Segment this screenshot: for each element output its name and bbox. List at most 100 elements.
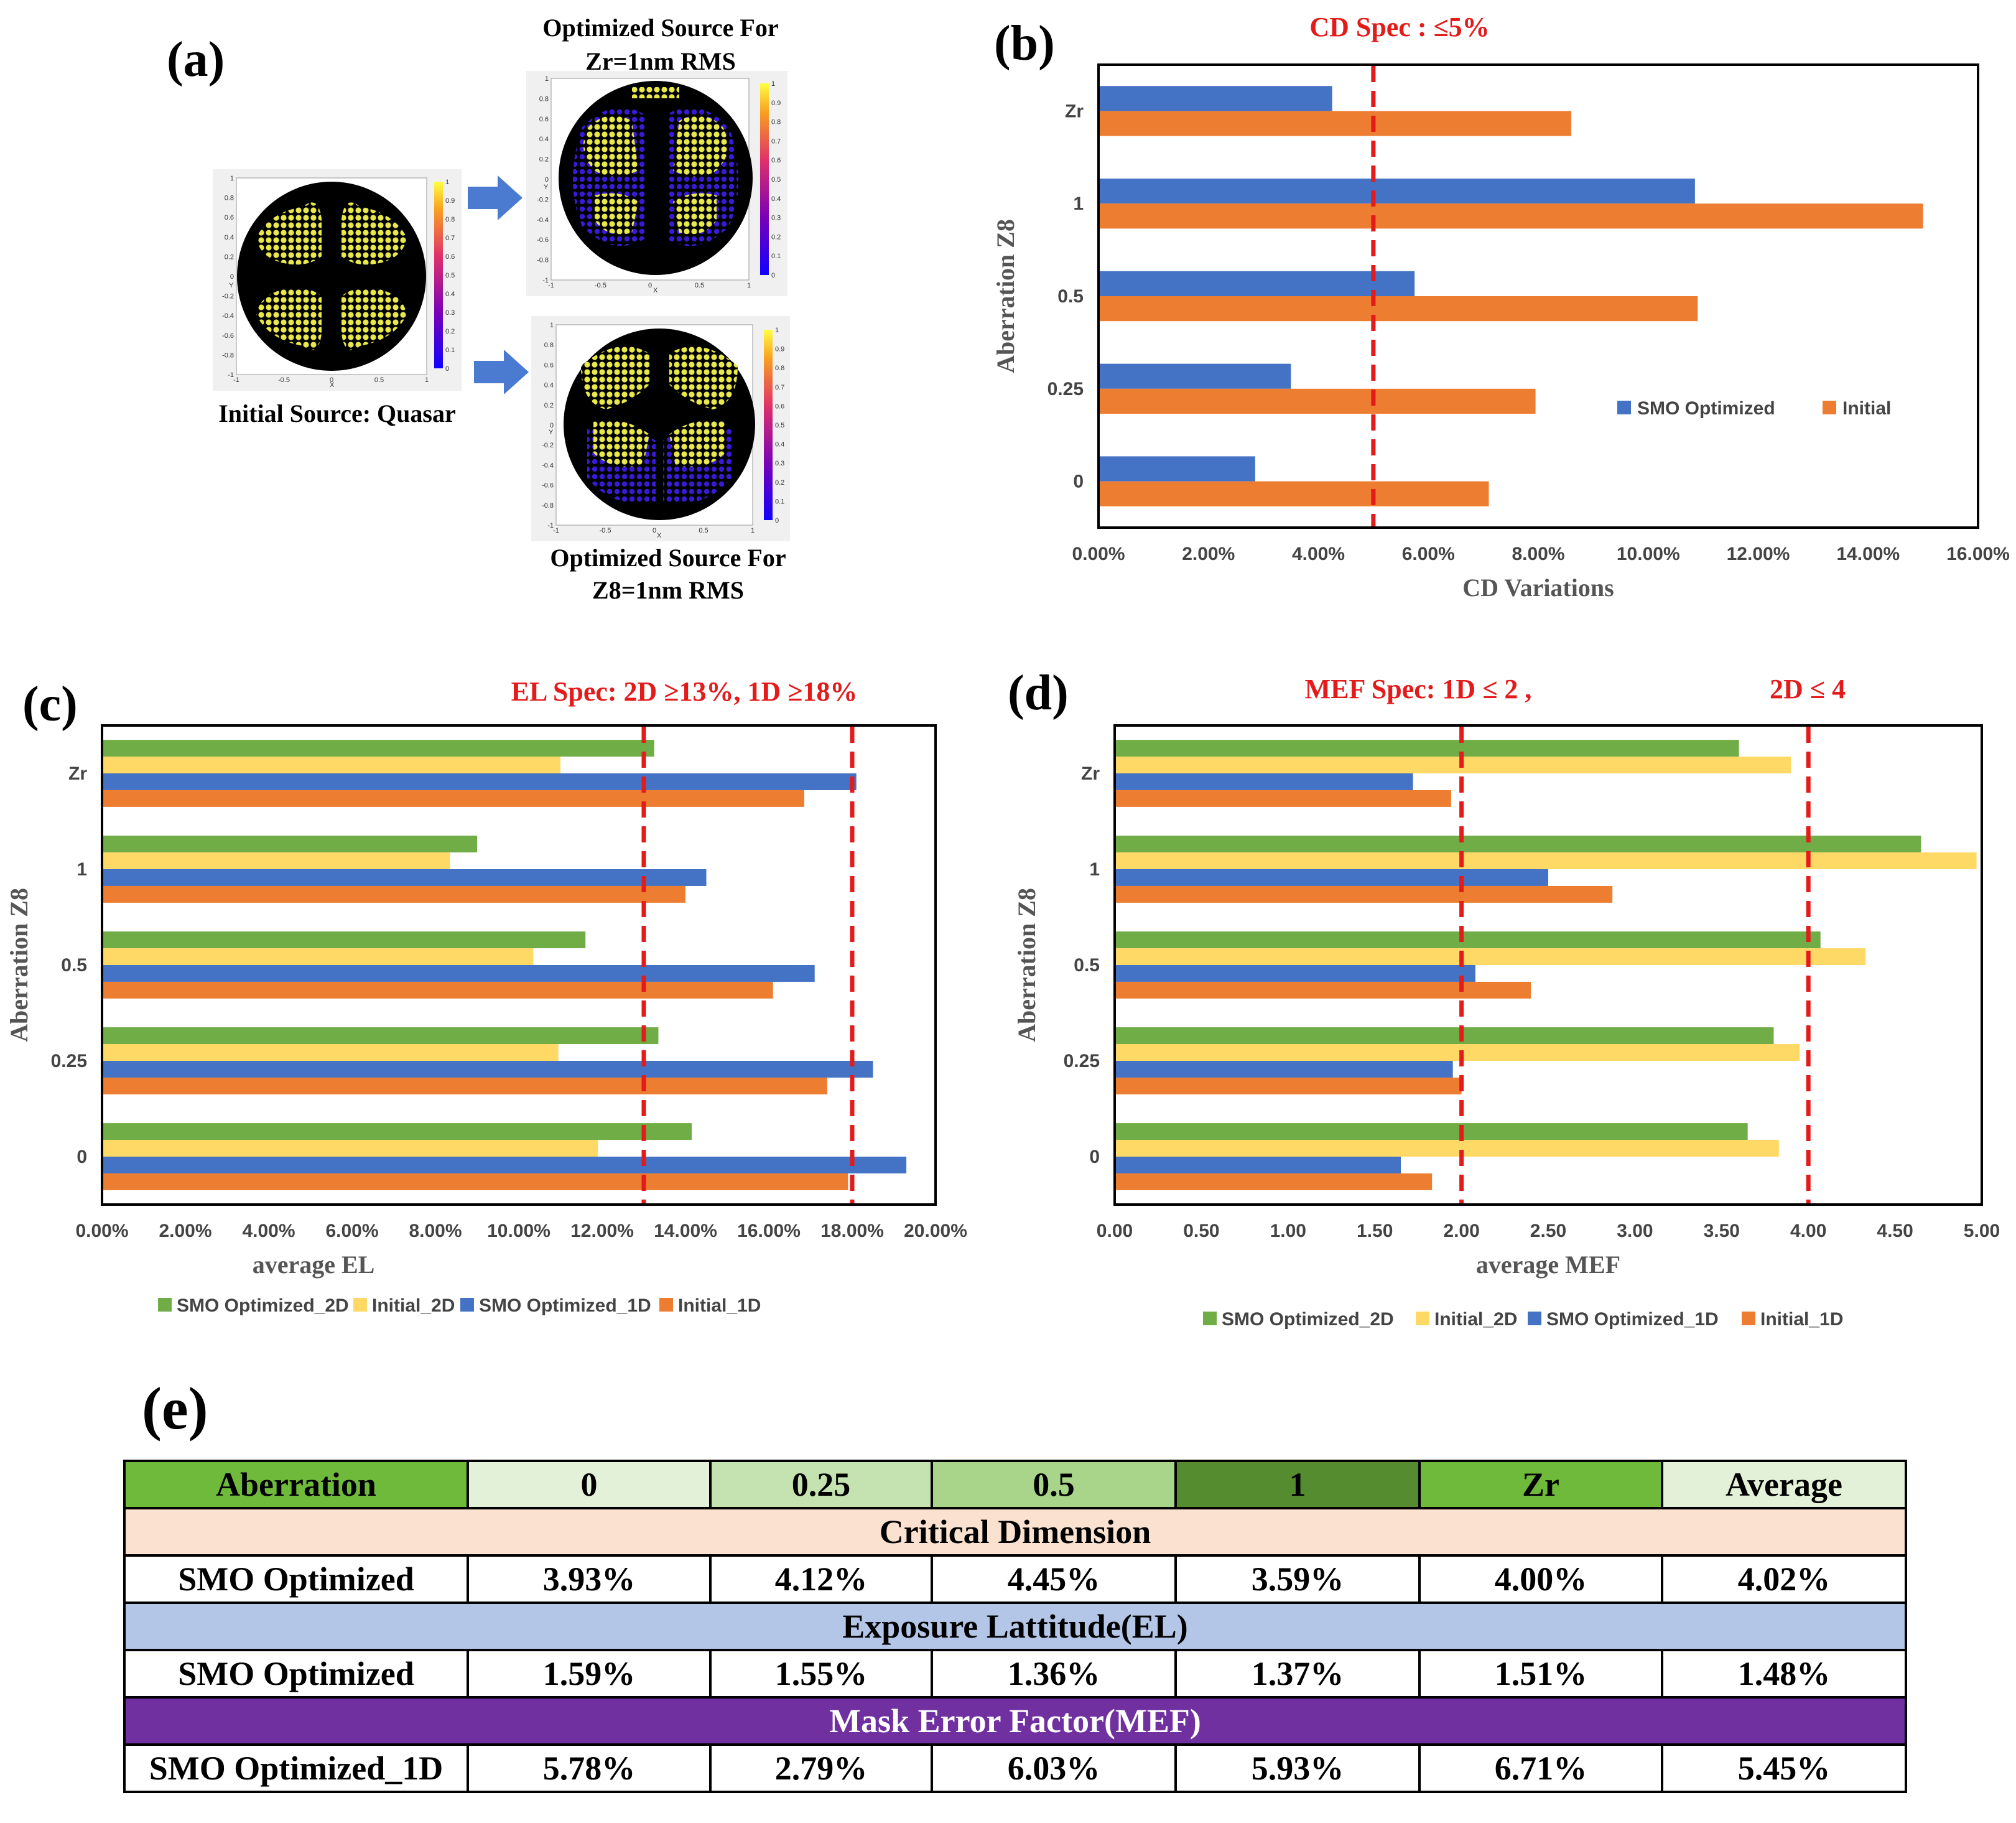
colorbar-tick: 1 — [445, 179, 449, 186]
x-tick-label: 16.00% — [1946, 544, 2010, 564]
mini-x-tick: 1 — [751, 527, 755, 534]
mini-x-tick: -0.5 — [278, 376, 290, 384]
mini-y-tick: 0.6 — [225, 214, 234, 221]
bar-smo-optimized-1d-0.5 — [1116, 965, 1475, 982]
legend-swatch — [1416, 1312, 1429, 1325]
panel-label-d: (d) — [1008, 666, 1069, 720]
legend-swatch — [1617, 401, 1631, 414]
table-header-cell: 0.25 — [709, 1460, 933, 1509]
mini-y-tick: -0.4 — [542, 462, 554, 469]
bar-initial-1d-0.5 — [1116, 981, 1531, 999]
summary-table: Aberration 0 0.25 0.5 1 Zr Average Critical Dim… — [123, 1460, 1907, 1793]
legend-label: Initial_2D — [1434, 1309, 1517, 1330]
mini-x-tick: -0.5 — [600, 527, 611, 534]
x-tick-label: 14.00% — [1836, 544, 1900, 564]
y-axis-title: Aberration Z8 — [1013, 888, 1041, 1042]
mini-x-tick: -1 — [553, 527, 559, 534]
bar-smo-optimized-1d-Zr — [1116, 773, 1413, 790]
x-tick-label: 2.50 — [1530, 1221, 1566, 1241]
x-tick-label: 4.00% — [1292, 544, 1345, 564]
x-tick-label: 14.00% — [654, 1221, 717, 1241]
z8-source-title-line2: Z8=1nm RMS — [592, 576, 744, 604]
mini-y-tick: 0.6 — [544, 361, 554, 369]
table-header-row: Aberration 0 0.25 0.5 1 Zr Average — [123, 1460, 1907, 1509]
y-tick-label: 1 — [1073, 193, 1084, 214]
mef-spec-label-1d: MEF Spec: 1D ≤ 2 , — [1305, 674, 1532, 704]
bar-smo-optimized-1d-Zr — [103, 773, 857, 790]
mini-y-tick: -0.2 — [222, 293, 234, 301]
x-tick-label: 6.00% — [1402, 544, 1455, 564]
bar-smo-optimized-1d-0 — [103, 1157, 907, 1173]
panel-a-source-maps: Y X -1 -0.5 0 0.5 1 1 0.8 0.6 0.4 0.2 0 -0.2 -0.4 -0.… — [213, 14, 790, 604]
bar-initial-1d-0 — [103, 1173, 848, 1190]
chart-c-average-el: Zr 1 0.5 0.25 0 0.00% 2.00% 4.00% 6.00% 8.00% 10.0… — [5, 676, 967, 1316]
bar-smo-optimized-2d-0.5 — [103, 931, 586, 949]
mini-x-tick: 0.5 — [699, 527, 708, 534]
bar-smo-optimized-2d-0.25 — [1116, 1027, 1774, 1045]
mini-y-tick: -0.4 — [222, 312, 234, 320]
mini-x-tick: 1 — [425, 376, 429, 384]
y-tick-label: Zr — [1065, 101, 1084, 121]
arrow-icon-top — [468, 175, 523, 220]
table-cell: 1.55% — [709, 1649, 933, 1699]
mini-y-tick: -1 — [542, 277, 549, 284]
colorbar-tick: 0.5 — [771, 176, 781, 184]
y-tick-label: 0.25 — [51, 1051, 87, 1071]
colorbar-tick: 0 — [771, 272, 775, 279]
x-tick-label: 10.00% — [1617, 544, 1680, 564]
mini-y-tick: -0.6 — [537, 236, 549, 244]
mini-y-tick: -0.2 — [537, 196, 549, 203]
mini-x-tick: 0 — [653, 527, 656, 534]
x-tick-label: 16.00% — [737, 1221, 801, 1241]
chart-b-cd-variation: Zr 1 0.5 0.25 0 0.00% 2.00% 4.00% 6.00% 8.00% 10.0… — [992, 12, 2010, 602]
y-tick-label: 1 — [77, 859, 87, 880]
colorbar-tick: 0.8 — [775, 365, 784, 372]
table-cell: SMO Optimized — [123, 1649, 469, 1699]
x-tick-label: 4.00% — [242, 1221, 295, 1241]
table-header-cell: 0 — [467, 1460, 712, 1509]
colorbar-tick: 0.1 — [445, 347, 455, 354]
table-header-cell: 1 — [1174, 1460, 1421, 1509]
colorbar-tick: 1 — [775, 327, 779, 334]
colorbar-tick: 0 — [445, 365, 449, 373]
zr-y-axis-label: Y — [544, 184, 549, 191]
bar-smo-optimized-1d-1 — [1116, 869, 1548, 886]
x-tick-label: 4.50 — [1877, 1221, 1913, 1241]
table-cell: SMO Optimized — [123, 1554, 469, 1604]
table-cell: 4.45% — [931, 1554, 1177, 1604]
legend-label: SMO Optimized — [1637, 398, 1775, 419]
y-axis-title: Aberration Z8 — [5, 888, 33, 1042]
mini-y-tick: 0 — [545, 176, 549, 184]
bar-initial-1d-1 — [103, 885, 685, 903]
legend-label: SMO Optimized_2D — [1222, 1309, 1394, 1330]
legend-label: SMO Optimized_1D — [479, 1295, 651, 1316]
y-tick-label: 0.5 — [1074, 955, 1100, 976]
bar-smo-optimized-0 — [1100, 456, 1255, 482]
x-tick-label: 0.00% — [75, 1221, 128, 1241]
zr-x-axis-label: X — [653, 287, 658, 294]
mini-y-tick: -0.6 — [222, 332, 234, 340]
x-tick-label: 3.00 — [1617, 1221, 1653, 1241]
bar-smo-optimized-1d-0 — [1116, 1157, 1401, 1173]
bar-smo-optimized-1 — [1100, 179, 1695, 204]
colorbar-tick: 0.5 — [445, 272, 455, 279]
table-header-cell: Average — [1661, 1460, 1907, 1509]
colorbar-tick: 0.4 — [771, 195, 781, 203]
x-tick-label: 3.50 — [1704, 1221, 1740, 1241]
x-tick-label: 2.00 — [1443, 1221, 1479, 1241]
colorbar-tick: 0.3 — [775, 460, 784, 467]
mini-y-tick: 0.8 — [225, 195, 234, 202]
bar-initial-1 — [1100, 203, 1923, 229]
legend-label: Initial_2D — [372, 1295, 455, 1316]
x-axis-title: average MEF — [1476, 1251, 1620, 1279]
mini-x-tick: 1 — [747, 282, 751, 289]
bar-smo-optimized-2d-Zr — [103, 740, 654, 757]
mini-x-tick: 0.5 — [695, 282, 704, 289]
legend-swatch — [659, 1298, 673, 1312]
colorbar-tick: 0.4 — [775, 441, 784, 449]
x-tick-label: 0.00 — [1097, 1221, 1133, 1241]
colorbar-tick: 0.2 — [445, 328, 455, 335]
x-axis-title: average EL — [253, 1251, 375, 1279]
table-cell: 5.93% — [1174, 1743, 1421, 1793]
zr-source-map: Y X -1 -0.5 0 0.5 1 1 0.8 0.6 0.4 0.2 0 -0.2 -0.4 -0.… — [526, 71, 787, 296]
